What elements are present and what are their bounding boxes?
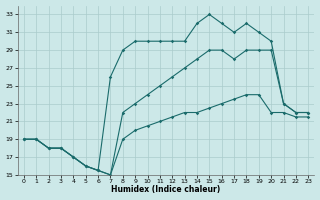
X-axis label: Humidex (Indice chaleur): Humidex (Indice chaleur) bbox=[111, 185, 221, 194]
